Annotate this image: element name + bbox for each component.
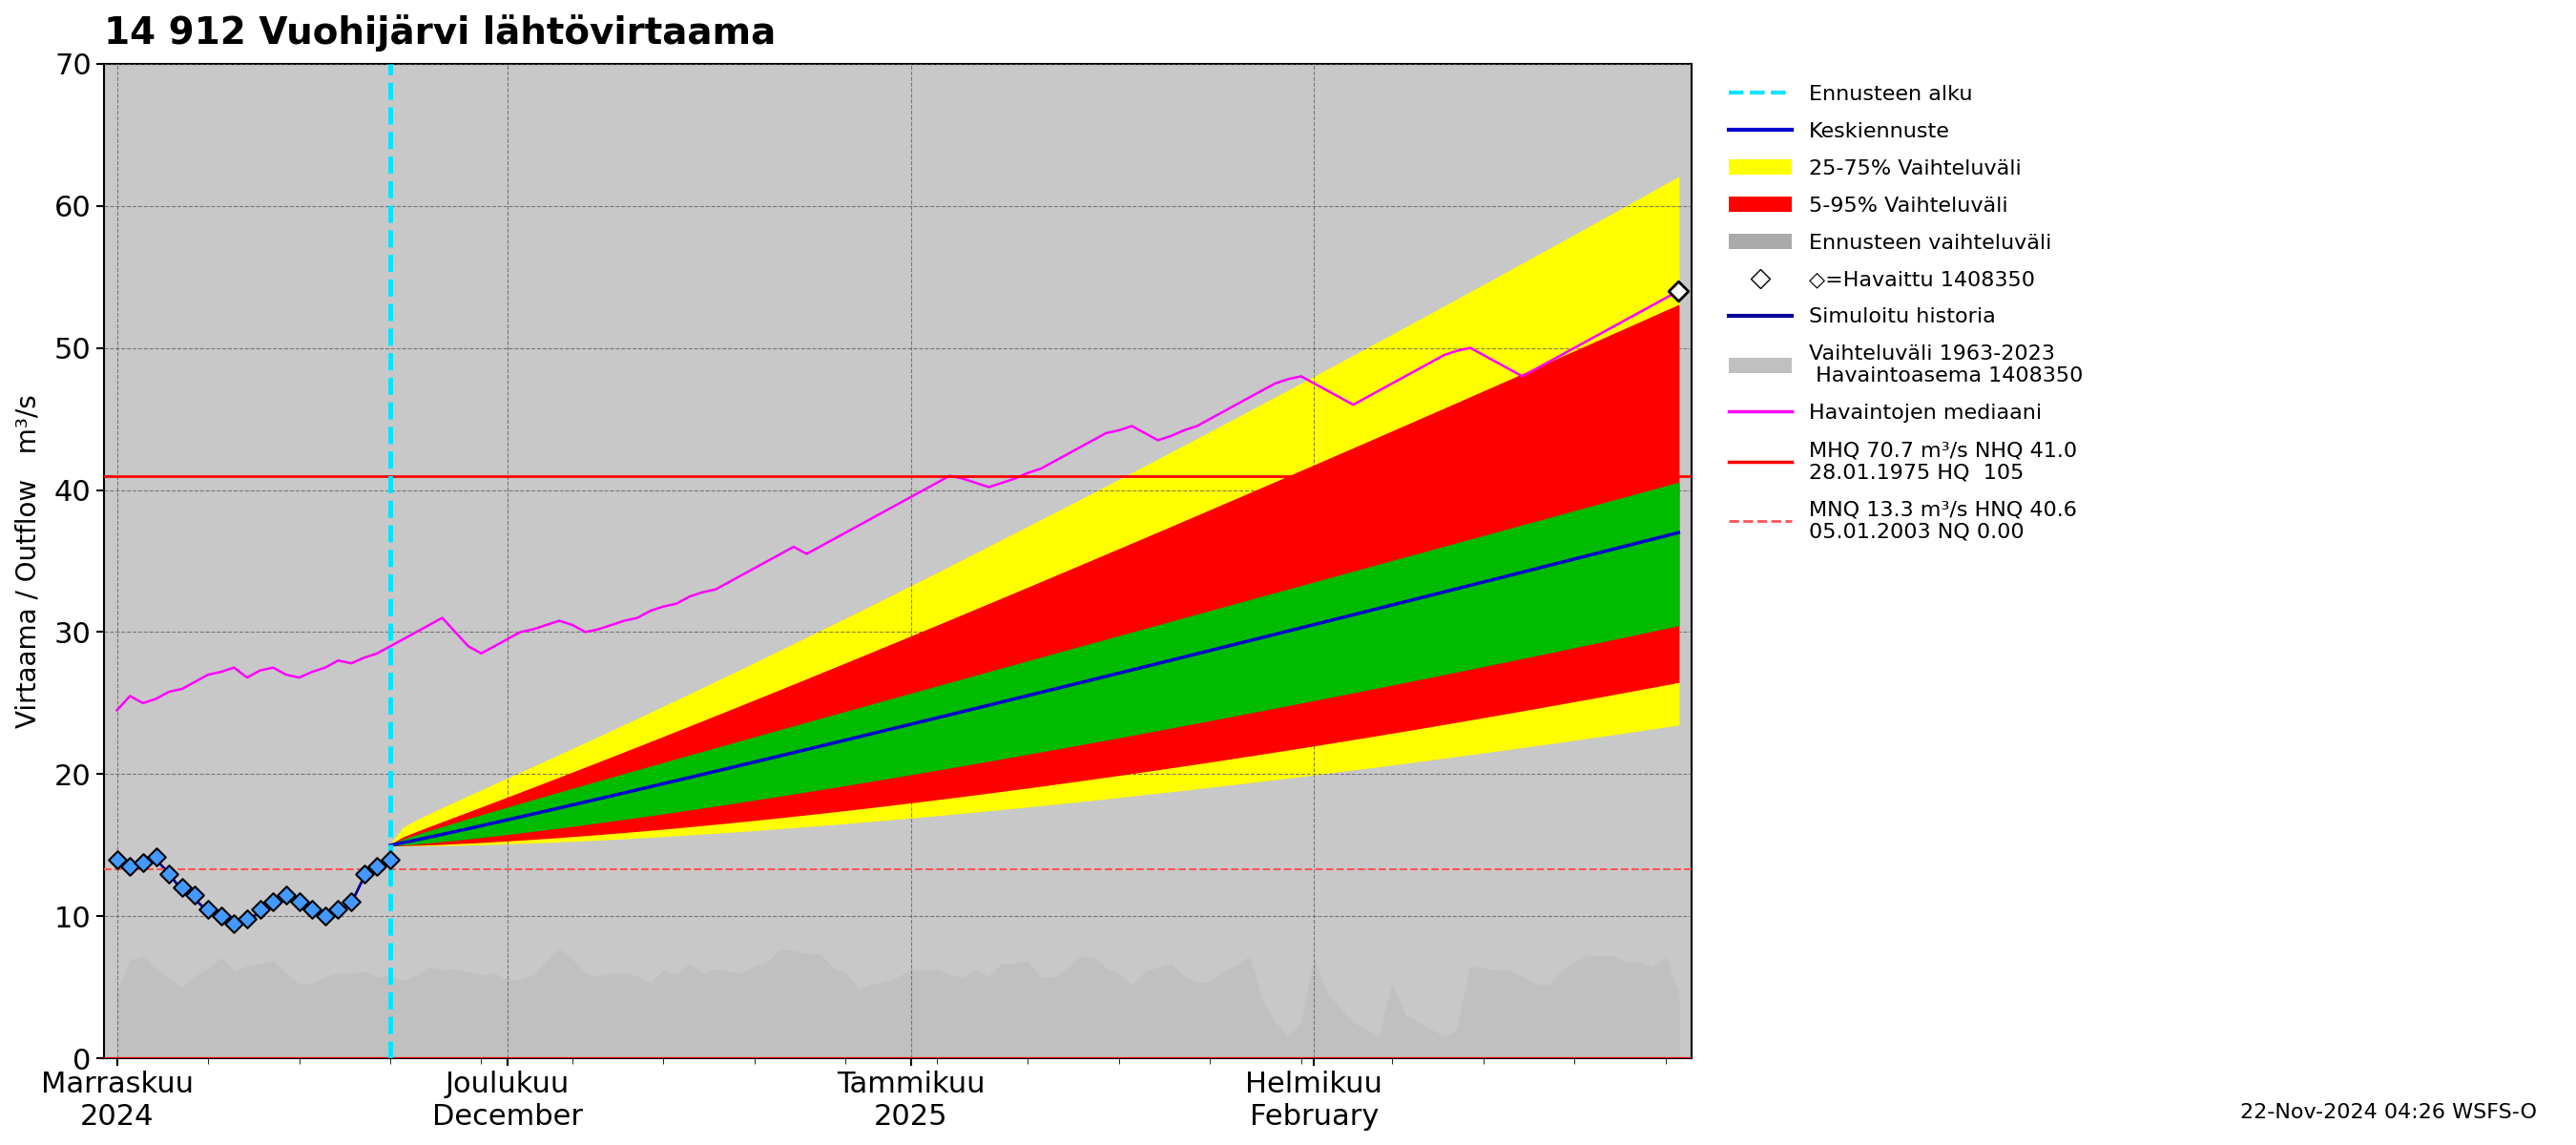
Point xyxy=(108,858,149,876)
Point xyxy=(343,864,384,883)
Point xyxy=(201,907,242,925)
Legend: Ennusteen alku, Keskiennuste, 25-75% Vaihteluväli, 5-95% Vaihteluväli, Ennusteen: Ennusteen alku, Keskiennuste, 25-75% Vai… xyxy=(1718,74,2094,552)
Point xyxy=(265,886,307,905)
Point xyxy=(149,864,191,883)
Point xyxy=(227,910,268,929)
Point xyxy=(291,900,332,918)
Point xyxy=(304,907,345,925)
Point xyxy=(162,878,204,897)
Text: 14 912 Vuohijärvi lähtövirtaama: 14 912 Vuohijärvi lähtövirtaama xyxy=(103,14,775,52)
Text: 22-Nov-2024 04:26 WSFS-O: 22-Nov-2024 04:26 WSFS-O xyxy=(2241,1103,2537,1122)
Y-axis label: Virtaama / Outflow   m³/s: Virtaama / Outflow m³/s xyxy=(15,394,41,728)
Point xyxy=(214,914,255,932)
Point xyxy=(137,847,178,866)
Point xyxy=(95,851,137,869)
Point xyxy=(1659,282,1700,300)
Point xyxy=(278,893,319,911)
Point xyxy=(124,853,165,871)
Point xyxy=(240,900,281,918)
Point xyxy=(188,900,229,918)
Point xyxy=(317,900,358,918)
Point xyxy=(175,886,216,905)
Point xyxy=(368,851,410,869)
Point xyxy=(355,858,397,876)
Point xyxy=(252,893,294,911)
Point xyxy=(330,893,371,911)
